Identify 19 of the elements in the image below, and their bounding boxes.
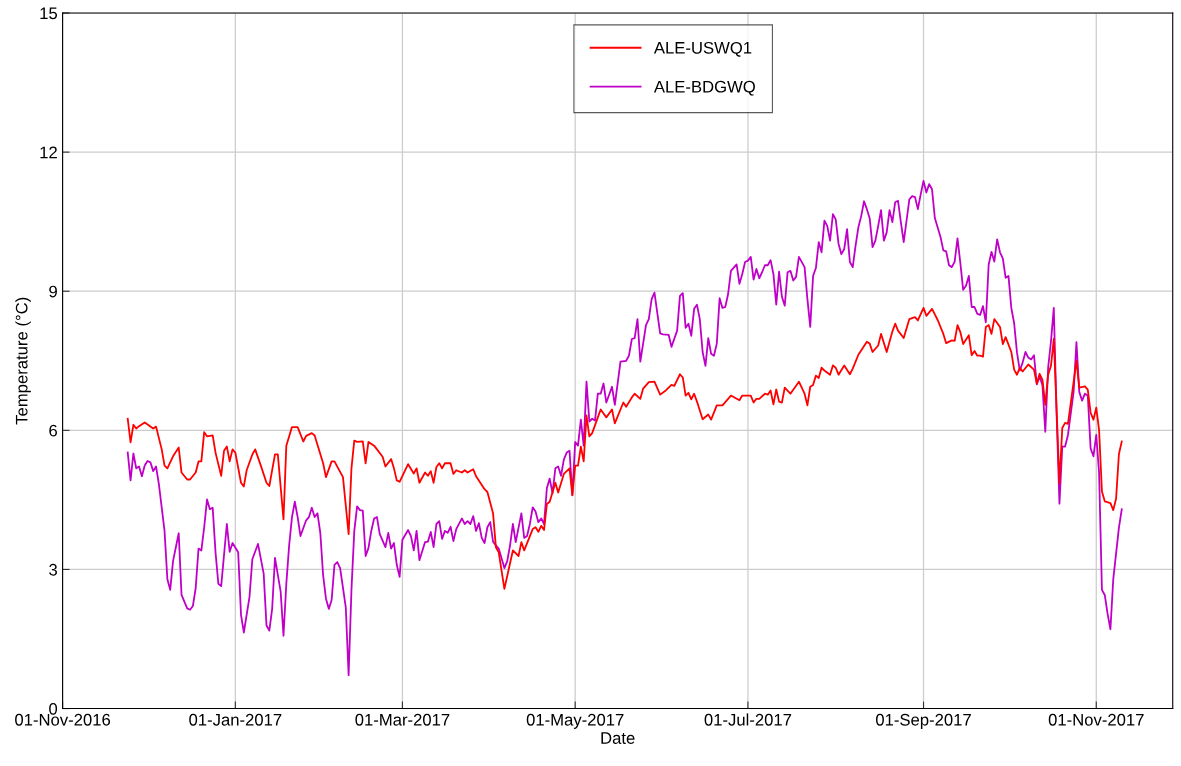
line-series	[126, 179, 1123, 677]
y-axis-title: Temperature (°C)	[15, 297, 31, 425]
y-tick-label: 12	[40, 146, 57, 159]
y-tick-label: 9	[49, 285, 57, 298]
x-tick-label: 01-Jan-2017	[189, 713, 282, 726]
x-tick-label: 01-Mar-2017	[355, 713, 450, 726]
x-tick-label: 01-Sep-2017	[875, 713, 971, 729]
y-tick-label: 6	[49, 424, 57, 437]
y-tick-label: 3	[49, 563, 57, 576]
x-tick-label: 01-Nov-2016	[15, 713, 111, 726]
x-tick-label: 01-May-2017	[526, 713, 624, 729]
x-tick-label: 01-Jul-2017	[704, 713, 792, 726]
x-axis-title: Date	[601, 732, 635, 744]
y-tick-label: 15	[40, 7, 58, 20]
y-tick-label: 0	[49, 702, 58, 715]
x-tick-label: 01-Nov-2017	[1048, 713, 1144, 726]
legend-label: ALE-USWQ1	[653, 41, 752, 57]
legend-label: ALE-BDGWQ	[653, 80, 755, 96]
line-series	[126, 307, 1123, 590]
